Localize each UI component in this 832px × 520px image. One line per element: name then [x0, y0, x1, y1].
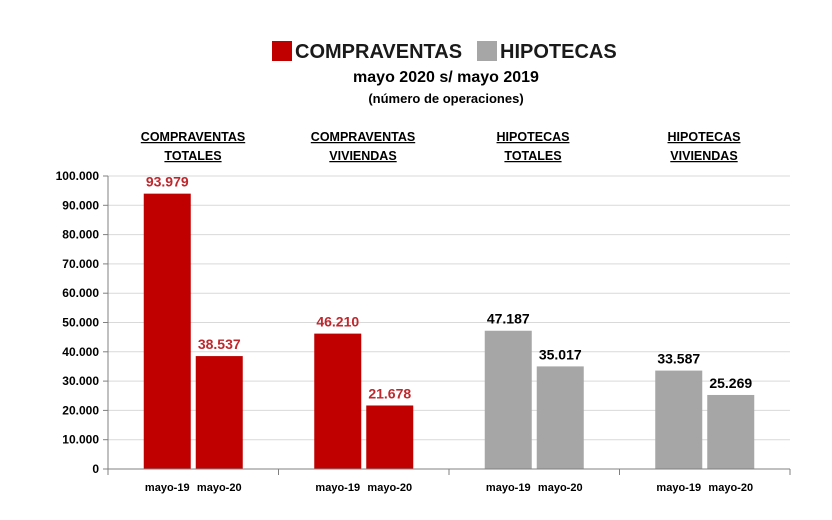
bar — [366, 405, 414, 469]
legend-label-compraventas: COMPRAVENTAS — [295, 41, 462, 63]
y-tick-label: 40.000 — [62, 345, 99, 359]
y-tick-label: 70.000 — [62, 257, 99, 271]
x-tick-label: mayo-19 — [486, 482, 531, 494]
x-tick-label: mayo-20 — [538, 482, 583, 494]
x-tick-label: mayo-19 — [145, 482, 190, 494]
group-label-hipotecas-viviendas-line1: HIPOTECAS — [668, 130, 741, 144]
y-tick-label: 100.000 — [56, 169, 100, 183]
x-tick-label: mayo-19 — [656, 482, 701, 494]
y-tick-label: 30.000 — [62, 374, 99, 388]
group-label-compraventas-viviendas-line2: VIVIENDAS — [329, 149, 396, 163]
y-tick-label: 50.000 — [62, 316, 99, 330]
y-axis-tick-labels: 0 10.000 20.000 30.000 40.000 50.000 60.000 70.… — [56, 169, 100, 476]
legend: COMPRAVENTAS HIPOTECAS — [272, 41, 617, 63]
bar — [707, 394, 755, 469]
chart-title: mayo 2020 s/ mayo 2019 — [353, 69, 539, 86]
data-label: 93.979 — [146, 174, 189, 190]
y-tick-label: 60.000 — [62, 286, 99, 300]
bar — [143, 193, 191, 469]
bar — [195, 356, 243, 469]
group-label-hipotecas-totales-line2: TOTALES — [504, 149, 561, 163]
data-label: 25.269 — [709, 375, 752, 391]
y-tick-label: 10.000 — [62, 433, 99, 447]
group-label-hipotecas-totales-line1: HIPOTECAS — [497, 130, 570, 144]
data-label: 35.017 — [539, 346, 582, 362]
y-tick-label: 0 — [92, 462, 99, 476]
bar — [314, 333, 362, 469]
group-label-compraventas-viviendas-line1: COMPRAVENTAS — [311, 130, 415, 144]
y-tick-label: 90.000 — [62, 198, 99, 212]
group-labels: COMPRAVENTAS TOTALES COMPRAVENTAS VIVIEN… — [141, 130, 741, 163]
group-label-hipotecas-viviendas-line2: VIVIENDAS — [670, 149, 737, 163]
y-tick-label: 20.000 — [62, 403, 99, 417]
x-tick-label: mayo-20 — [197, 482, 242, 494]
x-tick-label: mayo-20 — [708, 482, 753, 494]
x-axis-labels: mayo-19 mayo-20 mayo-19 mayo-20 mayo-19 mayo-… — [145, 482, 753, 494]
group-label-compraventas-totales-line1: COMPRAVENTAS — [141, 130, 245, 144]
x-tick-label: mayo-20 — [367, 482, 412, 494]
y-tick-label: 80.000 — [62, 228, 99, 242]
legend-label-hipotecas: HIPOTECAS — [500, 41, 617, 63]
data-label: 47.187 — [487, 311, 530, 327]
bar — [536, 366, 584, 469]
bars — [143, 193, 755, 469]
data-label: 21.678 — [368, 385, 411, 401]
data-label: 46.210 — [316, 314, 359, 330]
legend-swatch-compraventas — [272, 41, 292, 61]
legend-swatch-hipotecas — [477, 41, 497, 61]
axes — [103, 175, 791, 475]
chart-subtitle: (número de operaciones) — [368, 91, 523, 106]
data-label: 33.587 — [657, 351, 700, 367]
bar — [484, 330, 532, 469]
data-labels: 93.979 38.537 46.210 21.678 47.187 35.017 33.5… — [146, 174, 753, 402]
group-label-compraventas-totales-line2: TOTALES — [164, 149, 221, 163]
bar — [655, 370, 703, 469]
x-tick-label: mayo-19 — [315, 482, 360, 494]
data-label: 38.537 — [198, 336, 241, 352]
